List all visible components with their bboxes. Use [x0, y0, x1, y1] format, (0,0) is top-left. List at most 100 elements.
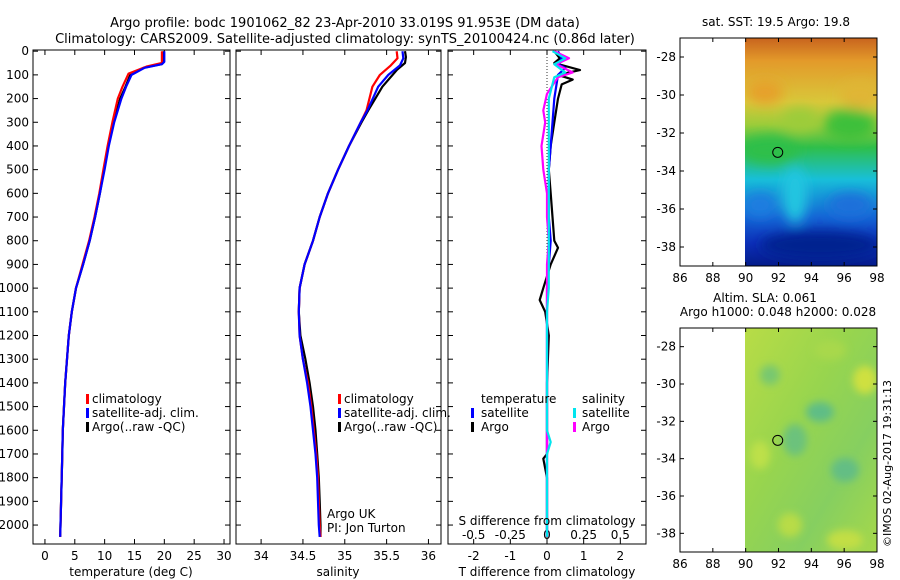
- x-tick-label: 30: [216, 549, 231, 563]
- map-x-tick-label: 86: [672, 271, 687, 285]
- float-pi-label: PI: Jon Turton: [327, 521, 406, 535]
- y-tick-label: 1300: [0, 352, 29, 366]
- legend-label-s-argo: Argo: [582, 420, 610, 434]
- legend-label-t-argo: Argo: [481, 420, 509, 434]
- x-tick-label: 36: [421, 549, 436, 563]
- x-tick-label: 34: [253, 549, 268, 563]
- sst-map-panel: sat. SST: 19.5 Argo: 19.8 86 88 90 92 94 96 98…: [656, 15, 884, 285]
- map-x-tick-label: 94: [804, 271, 819, 285]
- y-tick-label: 300: [6, 115, 29, 129]
- x2-tick-label: 0.5: [611, 528, 630, 542]
- salinity-xlabel: salinity: [316, 565, 359, 579]
- salinity-panel: 34 34.5 35 35.5 36 salinity climatology sate…: [235, 49, 451, 579]
- salinity-depth-ticks: [236, 50, 441, 526]
- map-y-tick-label: -30: [656, 377, 676, 391]
- x-tick-label: -1: [504, 549, 516, 563]
- sla-heatmap: [745, 328, 877, 552]
- legend-swatch-climatology: [86, 394, 89, 404]
- legend-label-satellite: satellite-adj. clim.: [92, 406, 199, 420]
- map-y-tick-label: -34: [656, 164, 676, 178]
- y-tick-label: 1500: [0, 400, 29, 414]
- y-tick-label: 1100: [0, 305, 29, 319]
- map-x-tick-label: 90: [738, 271, 753, 285]
- legend-title-salinity: salinity: [582, 392, 625, 406]
- map-x-tick-label: 86: [672, 557, 687, 571]
- figure-title-line2: Climatology: CARS2009. Satellite-adjuste…: [55, 32, 635, 47]
- y-tick-label: 600: [6, 186, 29, 200]
- salinity-plot-frame: [235, 49, 442, 545]
- sla-map-panel: Altim. SLA: 0.061 Argo h1000: 0.048 h200…: [656, 291, 884, 571]
- y-tick-label: 1200: [0, 329, 29, 343]
- map-x-tick-label: 92: [771, 557, 786, 571]
- x-tick-label: 1: [580, 549, 588, 563]
- x2-tick-label: -0.25: [495, 528, 526, 542]
- salinity-series: [297, 51, 407, 537]
- y-tick-label: 800: [6, 234, 29, 248]
- map-x-tick-label: 96: [837, 271, 852, 285]
- y-tick-label: 1900: [0, 494, 29, 508]
- legend-swatch-t-satellite: [471, 408, 474, 418]
- y-tick-label: 2000: [0, 518, 29, 532]
- sst-profile-location-marker: [772, 146, 784, 158]
- map-y-tick-label: -36: [656, 202, 676, 216]
- temperature-series: [59, 51, 166, 537]
- credit-timestamp-label: ©IMOS 02-Aug-2017 19:31:13: [881, 380, 894, 547]
- x-tick-label: 15: [127, 549, 142, 563]
- y-tick-label: 1800: [0, 471, 29, 485]
- legend-swatch-argo: [338, 422, 341, 432]
- legend-label-s-satellite: satellite: [582, 406, 630, 420]
- map-y-tick-label: -34: [656, 452, 676, 466]
- sla-map-axes: 86 88 90 92 94 96 98 -28 -30 -32 -34 -36 -38: [656, 328, 885, 571]
- x-tick-label: 35: [337, 549, 352, 563]
- x-tick-label: 25: [187, 549, 202, 563]
- temperature-x-axis: 0 5 10 15 20 25 30: [41, 50, 232, 563]
- sla-map-title-line2: Argo h1000: 0.048 h2000: 0.028: [680, 305, 876, 319]
- legend-label-climatology: climatology: [344, 392, 414, 406]
- figure-title-line1: Argo profile: bodc 1901062_82 23-Apr-201…: [110, 16, 580, 31]
- legend-swatch-argo: [86, 422, 89, 432]
- x-tick-label: 10: [97, 549, 112, 563]
- x-tick-label: 35.5: [373, 549, 400, 563]
- x-tick-label: 34.5: [290, 549, 317, 563]
- float-owner-label: Argo UK: [327, 507, 376, 521]
- difference-depth-ticks: [448, 50, 646, 526]
- map-y-tick-label: -36: [656, 489, 676, 503]
- x-tick-label: 5: [71, 549, 79, 563]
- x-tick-label: 0: [543, 549, 551, 563]
- legend-label-argo: Argo(..raw -QC): [344, 420, 437, 434]
- x-tick-label: 20: [157, 549, 172, 563]
- map-y-tick-label: -28: [656, 340, 676, 354]
- y-tick-label: 1700: [0, 447, 29, 461]
- x-tick-label: 2: [617, 549, 625, 563]
- legend-swatch-satellite: [338, 408, 341, 418]
- y-tick-label: 1600: [0, 423, 29, 437]
- map-y-tick-label: -38: [656, 526, 676, 540]
- salinity-x-axis: 34 34.5 35 35.5 36: [253, 50, 436, 563]
- t-difference-x-axis: -2 -1 0 1 2: [468, 50, 624, 563]
- legend-swatch-t-argo: [471, 422, 474, 432]
- y-tick-label: 400: [6, 139, 29, 153]
- difference-series: [538, 50, 582, 537]
- y-tick-label: 1000: [0, 281, 29, 295]
- series-line-salinity-satellite: [545, 50, 567, 537]
- sst-heatmap: [745, 38, 877, 266]
- map-x-tick-label: 88: [705, 557, 720, 571]
- x-tick-label: 0: [41, 549, 49, 563]
- y-tick-label: 1400: [0, 376, 29, 390]
- map-x-tick-label: 98: [869, 557, 884, 571]
- legend-swatch-s-argo: [573, 422, 576, 432]
- map-x-tick-label: 88: [705, 271, 720, 285]
- map-y-tick-label: -30: [656, 88, 676, 102]
- temperature-plot-frame: [32, 49, 231, 545]
- legend-label-climatology: climatology: [92, 392, 162, 406]
- y-tick-label: 100: [6, 68, 29, 82]
- series-line-satellite-adj-clim-: [297, 51, 405, 537]
- temperature-legend: climatology satellite-adj. clim. Argo(..…: [86, 392, 199, 434]
- x-tick-label: -2: [468, 549, 480, 563]
- series-line-climatology: [297, 51, 399, 537]
- sla-map-title-line1: Altim. SLA: 0.061: [713, 291, 817, 305]
- s-difference-xlabel: S difference from climatology: [459, 514, 636, 528]
- legend-label-t-satellite: satellite: [481, 406, 529, 420]
- map-y-tick-label: -28: [656, 50, 676, 64]
